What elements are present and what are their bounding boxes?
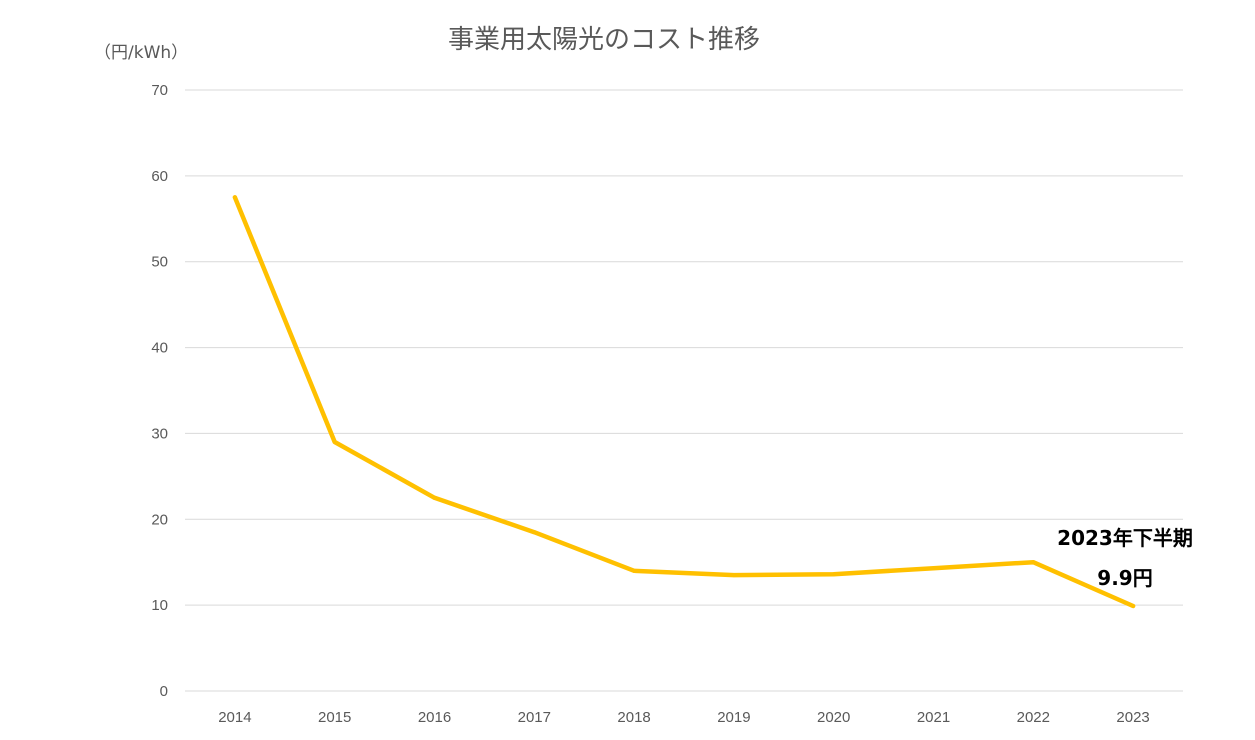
data-point-2017 [532, 530, 537, 535]
gridlines [185, 89, 1183, 692]
y-tick-label: 50 [151, 254, 168, 271]
x-axis-tick-labels: 2014 2015 2016 2017 2018 2019 2020 2021 2022 2023 [218, 709, 1150, 726]
x-tick-label: 2015 [318, 709, 351, 726]
data-point-2015 [332, 440, 337, 445]
data-point-2020 [831, 572, 836, 577]
y-tick-label: 40 [151, 340, 168, 357]
annotation-period-label: 2023年下半期 [1057, 526, 1193, 550]
series-group [232, 195, 1136, 609]
y-tick-label: 0 [160, 683, 168, 700]
data-point-2018 [632, 568, 637, 573]
series-line [232, 195, 1136, 609]
data-point-2019 [731, 573, 736, 578]
y-tick-label: 20 [151, 511, 168, 528]
x-tick-label: 2023 [1116, 709, 1149, 726]
data-point-2014 [232, 195, 237, 200]
x-tick-label: 2016 [418, 709, 451, 726]
x-tick-label: 2020 [817, 709, 850, 726]
x-tick-label: 2018 [617, 709, 650, 726]
x-tick-label: 2017 [518, 709, 551, 726]
data-point-2021 [931, 566, 936, 571]
x-tick-label: 2019 [717, 709, 750, 726]
y-axis-tick-labels: 0 10 20 30 40 50 60 70 [151, 82, 168, 700]
data-point-2022 [1031, 560, 1036, 565]
y-tick-label: 60 [151, 168, 168, 185]
x-tick-label: 2021 [917, 709, 950, 726]
x-tick-label: 2022 [1017, 709, 1050, 726]
data-point-2023 [1131, 604, 1136, 609]
y-tick-label: 10 [151, 597, 168, 614]
y-tick-label: 70 [151, 82, 168, 99]
data-point-2016 [432, 495, 437, 500]
y-axis-unit-label: （円/kWh） [94, 43, 188, 63]
annotation-value-label: 9.9円 [1097, 566, 1152, 590]
chart-title: 事業用太陽光のコスト推移 [448, 25, 760, 55]
y-tick-label: 30 [151, 425, 168, 442]
x-tick-label: 2014 [218, 709, 251, 726]
